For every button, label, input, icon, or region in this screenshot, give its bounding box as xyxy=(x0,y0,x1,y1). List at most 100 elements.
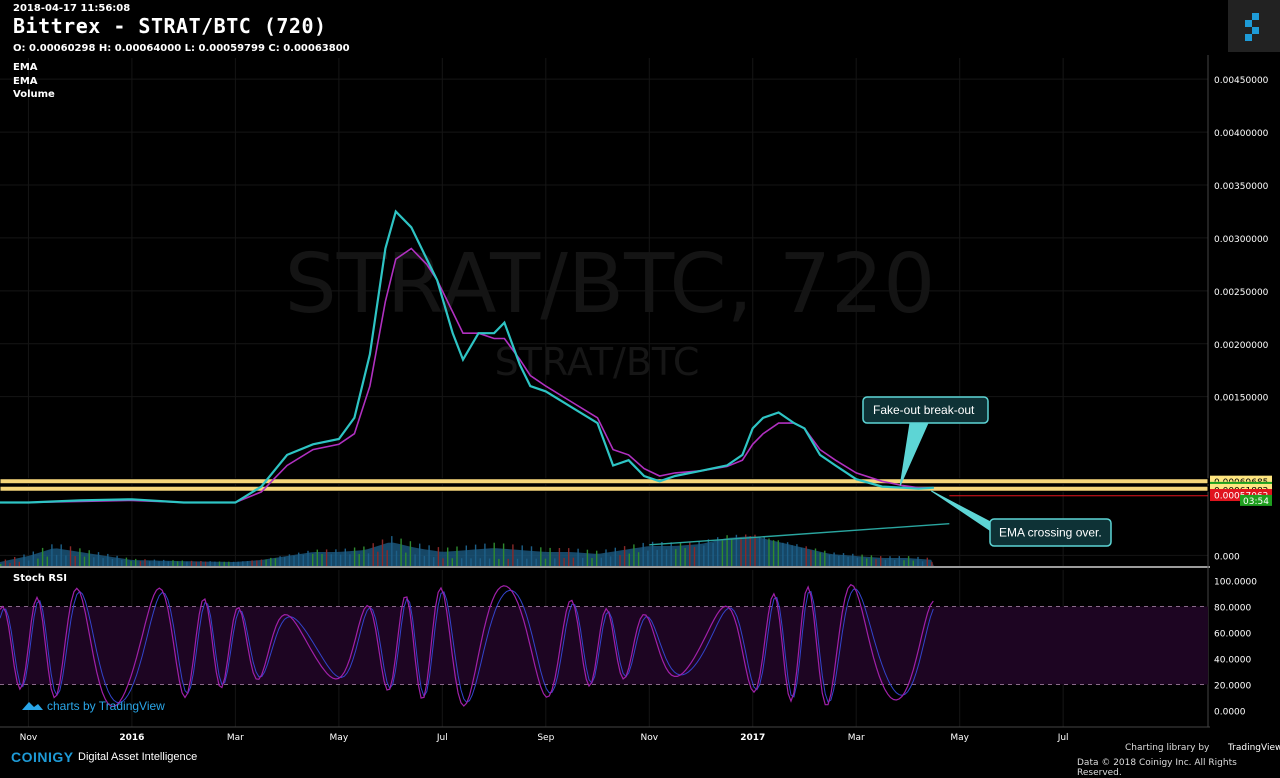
volume-bar xyxy=(279,556,281,566)
volume-bar xyxy=(260,559,263,566)
volume-bar xyxy=(330,554,332,566)
volume-bar xyxy=(451,558,453,566)
horizontal-levels[interactable] xyxy=(0,478,1209,546)
volume-bar xyxy=(698,541,700,566)
volume-bar xyxy=(866,558,868,566)
volume-bar xyxy=(121,559,123,566)
time-tick-label: Mar xyxy=(848,733,865,743)
volume-bar xyxy=(18,561,20,566)
time-tick-label: May xyxy=(330,733,349,743)
volume-bar xyxy=(679,542,682,566)
time-axis[interactable]: Nov 2016 Mar May Jul Sep Nov 2017 Mar May Jul xyxy=(20,733,1069,743)
countdown-label: 03:54 xyxy=(1243,497,1269,507)
volume-bar xyxy=(316,549,318,566)
volume-bar xyxy=(256,560,258,566)
tradingview-footer-link[interactable]: TradingView xyxy=(1228,743,1280,753)
volume-bar xyxy=(102,558,104,566)
indicator-volume[interactable]: Volume xyxy=(13,89,55,100)
stoch-tick-label: 0.0000 xyxy=(1214,708,1246,718)
tradingview-cloud-icon xyxy=(22,702,43,710)
indicator-stoch-rsi[interactable]: Stoch RSI xyxy=(13,573,68,584)
annotations[interactable]: Fake-out break-out EMA crossing over. xyxy=(862,396,1112,547)
volume-bar xyxy=(912,560,914,566)
volume-bar xyxy=(111,559,114,566)
volume-bar xyxy=(526,558,528,566)
volume-bar xyxy=(921,561,924,566)
tradingview-badge-label: charts by TradingView xyxy=(47,699,165,713)
stoch-tick-label: 20.0000 xyxy=(1214,682,1251,692)
volume-bar xyxy=(521,545,523,566)
volume-bar xyxy=(125,557,128,566)
volume-bar xyxy=(274,558,277,566)
volume-bar xyxy=(488,558,491,566)
ema-lines xyxy=(0,209,934,504)
volume-bar xyxy=(861,554,863,566)
volume-bar xyxy=(605,549,607,566)
volume-bar xyxy=(139,561,142,566)
volume-bar xyxy=(796,544,798,566)
volume-bar xyxy=(898,556,900,566)
price-tick-label: 0.00450000 xyxy=(1214,76,1269,86)
indicator-ema-slow[interactable]: EMA xyxy=(13,76,38,87)
volume-bar xyxy=(707,539,710,566)
volume-bar xyxy=(32,551,34,566)
volume-bar xyxy=(847,556,849,566)
time-tick-label: 2017 xyxy=(740,733,765,743)
volume-bar xyxy=(372,543,374,566)
volume-bar xyxy=(563,558,565,566)
volume-bar xyxy=(428,545,430,566)
volume-bar xyxy=(130,560,132,566)
volume-bar xyxy=(549,547,551,566)
callout-box xyxy=(862,396,989,424)
volume-bar xyxy=(689,541,691,566)
indicator-ema-fast[interactable]: EMA xyxy=(13,62,38,73)
volume-bar xyxy=(479,558,481,566)
price-axis[interactable]: 0.00450000 0.00400000 0.00350000 0.00300000… xyxy=(1210,76,1272,718)
volume-bar xyxy=(167,561,169,566)
tradingview-badge[interactable]: charts by TradingView xyxy=(22,699,165,713)
coinigy-logo-button[interactable] xyxy=(1228,0,1280,52)
volume-bar xyxy=(502,543,505,566)
volume-bar xyxy=(79,548,81,566)
volume-bar xyxy=(870,555,873,566)
volume-bar xyxy=(270,557,272,566)
volume-bar xyxy=(926,557,928,566)
volume-bar xyxy=(828,554,831,566)
volume-bar xyxy=(433,557,435,566)
volume-bar xyxy=(288,554,291,566)
volume-bar xyxy=(735,534,738,566)
volume-bar xyxy=(791,545,793,566)
volume-bar xyxy=(377,551,379,566)
coinigy-brand[interactable]: COINIGY xyxy=(11,749,74,765)
volume-bar xyxy=(400,538,402,566)
volume-bar xyxy=(637,552,640,566)
volume-bar xyxy=(754,534,756,566)
volume-bar xyxy=(544,558,547,566)
volume-bar xyxy=(242,561,244,566)
volume-bar xyxy=(740,537,742,566)
volume-bar xyxy=(0,564,2,566)
volume-bar xyxy=(819,552,821,566)
callout-box xyxy=(989,518,1112,547)
volume-bar xyxy=(228,561,230,566)
time-tick-label: May xyxy=(950,733,969,743)
volume-bar xyxy=(442,558,444,566)
volume-bar xyxy=(218,561,221,566)
volume-bar xyxy=(135,558,137,566)
volume-bar xyxy=(568,548,570,566)
stoch-tick-label: 40.0000 xyxy=(1214,656,1251,666)
volume-bar xyxy=(614,547,616,566)
volume-bar xyxy=(237,561,239,566)
volume-bar xyxy=(651,541,654,566)
volume-bar xyxy=(810,550,812,566)
volume-bar xyxy=(484,543,486,566)
volume-bar xyxy=(381,539,384,566)
volume-bar xyxy=(209,561,211,566)
volume-bar xyxy=(437,547,440,566)
volume-bar xyxy=(116,555,118,566)
volume-bar xyxy=(889,556,891,566)
volume-bar xyxy=(456,546,458,566)
volume-bar xyxy=(777,540,779,566)
volume-bar xyxy=(60,544,62,566)
